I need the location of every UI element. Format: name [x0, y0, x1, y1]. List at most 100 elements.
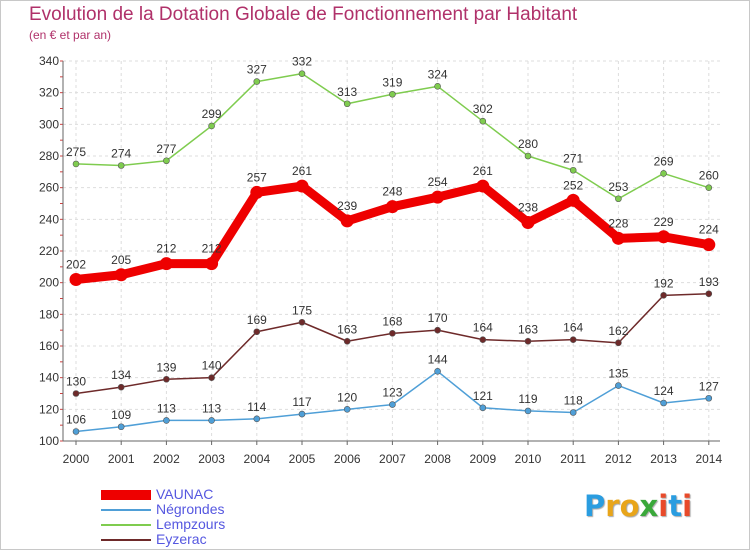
data-point-lempzours — [569, 166, 577, 174]
data-point-lempzours — [524, 152, 532, 160]
data-point-lempzours — [163, 157, 170, 165]
data-label-eyzerac: 170 — [428, 311, 448, 325]
logo-letter: x — [639, 489, 659, 523]
data-point-negrondes — [253, 415, 261, 423]
x-tick-label: 2013 — [650, 452, 677, 466]
data-point-vaunac — [521, 216, 535, 229]
data-label-negrondes: 124 — [654, 384, 674, 398]
data-label-negrondes: 119 — [518, 392, 537, 406]
chart-subtitle: (en € et par an) — [29, 28, 112, 42]
data-label-negrondes: 113 — [202, 401, 221, 415]
data-point-vaunac — [114, 268, 128, 282]
x-tick-label: 2006 — [334, 452, 361, 466]
data-point-eyzerac — [615, 339, 622, 347]
data-label-vaunac: 261 — [292, 164, 312, 178]
data-label-eyzerac: 130 — [66, 375, 86, 389]
x-tick-label: 2001 — [108, 452, 135, 466]
data-point-lempzours — [253, 78, 261, 85]
data-point-vaunac — [205, 257, 219, 271]
data-point-eyzerac — [343, 337, 351, 345]
data-label-lempzours: 313 — [337, 85, 357, 99]
y-tick-label: 160 — [39, 339, 59, 353]
data-label-negrondes: 106 — [66, 413, 86, 427]
data-point-negrondes — [389, 401, 396, 408]
data-point-vaunac — [611, 231, 625, 245]
data-point-negrondes — [163, 417, 170, 424]
data-label-lempzours: 274 — [111, 147, 131, 161]
legend-swatch-vaunac — [101, 489, 151, 500]
data-point-eyzerac — [72, 390, 80, 397]
data-label-eyzerac: 164 — [473, 321, 493, 335]
data-point-vaunac — [385, 200, 399, 214]
data-label-lempzours: 271 — [563, 151, 583, 165]
data-point-negrondes — [615, 382, 622, 389]
data-label-eyzerac: 163 — [518, 322, 538, 336]
data-label-vaunac: 202 — [66, 258, 86, 272]
data-point-eyzerac — [208, 374, 215, 381]
legend-swatch-negrondes — [101, 508, 151, 511]
data-label-vaunac: 228 — [608, 216, 628, 230]
data-point-vaunac — [340, 214, 354, 228]
data-point-eyzerac — [705, 290, 713, 298]
legend-label-negrondes: Négrondes — [156, 501, 225, 517]
data-label-negrondes: 118 — [564, 394, 583, 408]
data-point-vaunac — [250, 185, 264, 199]
data-point-negrondes — [208, 417, 215, 424]
data-point-lempzours — [660, 170, 667, 177]
data-label-eyzerac: 139 — [156, 360, 176, 374]
data-label-vaunac: 224 — [699, 223, 719, 237]
logo-letter: o — [619, 489, 640, 523]
data-point-negrondes — [343, 406, 351, 413]
data-label-negrondes: 113 — [157, 401, 176, 415]
x-tick-label: 2005 — [289, 452, 316, 466]
data-label-eyzerac: 192 — [654, 276, 674, 290]
data-point-eyzerac — [117, 383, 125, 391]
x-tick-label: 2011 — [560, 452, 586, 466]
data-label-lempzours: 280 — [518, 137, 538, 151]
data-point-negrondes — [569, 409, 577, 416]
x-tick-label: 2002 — [153, 452, 180, 466]
data-label-vaunac: 238 — [518, 201, 538, 215]
data-label-negrondes: 123 — [382, 386, 402, 400]
data-label-eyzerac: 164 — [563, 321, 583, 335]
data-point-negrondes — [524, 407, 532, 415]
y-tick-label: 140 — [39, 371, 59, 385]
x-tick-label: 2010 — [515, 452, 542, 466]
data-label-vaunac: 261 — [473, 164, 493, 178]
data-label-negrondes: 109 — [111, 408, 131, 422]
data-label-eyzerac: 162 — [608, 324, 628, 338]
data-point-vaunac — [431, 190, 445, 204]
data-point-lempzours — [615, 195, 622, 203]
data-label-vaunac: 229 — [654, 215, 674, 229]
y-tick-label: 220 — [39, 244, 59, 258]
data-point-negrondes — [479, 404, 487, 412]
logo-letter: t — [668, 489, 683, 523]
legend-item-lempzours: Lempzours — [101, 517, 225, 532]
x-tick-label: 2009 — [469, 452, 496, 466]
logo-letter: i — [682, 489, 693, 523]
data-label-eyzerac: 168 — [382, 314, 402, 328]
data-label-lempzours: 324 — [428, 67, 448, 81]
data-point-eyzerac — [389, 330, 396, 337]
data-point-lempzours — [343, 100, 351, 108]
data-point-eyzerac — [569, 336, 577, 343]
data-label-lempzours: 327 — [247, 63, 267, 77]
legend-label-eyzerac: Eyzerac — [156, 531, 207, 547]
x-tick-label: 2000 — [63, 452, 90, 466]
y-tick-label: 100 — [39, 434, 59, 448]
data-label-vaunac: 212 — [202, 242, 222, 256]
data-label-vaunac: 205 — [111, 253, 131, 267]
chart-title: Evolution de la Dotation Globale de Fonc… — [29, 4, 578, 25]
legend-swatch-lempzours — [101, 523, 151, 526]
data-label-negrondes: 127 — [699, 379, 719, 393]
data-point-negrondes — [434, 368, 441, 375]
data-label-negrondes: 120 — [337, 390, 357, 404]
data-label-lempzours: 299 — [202, 107, 222, 121]
data-point-negrondes — [660, 399, 667, 407]
legend: VAUNAC Négrondes Lempzours Eyzerac — [101, 487, 225, 547]
y-tick-label: 300 — [39, 117, 59, 131]
data-point-vaunac — [702, 238, 716, 252]
data-point-lempzours — [298, 70, 306, 77]
